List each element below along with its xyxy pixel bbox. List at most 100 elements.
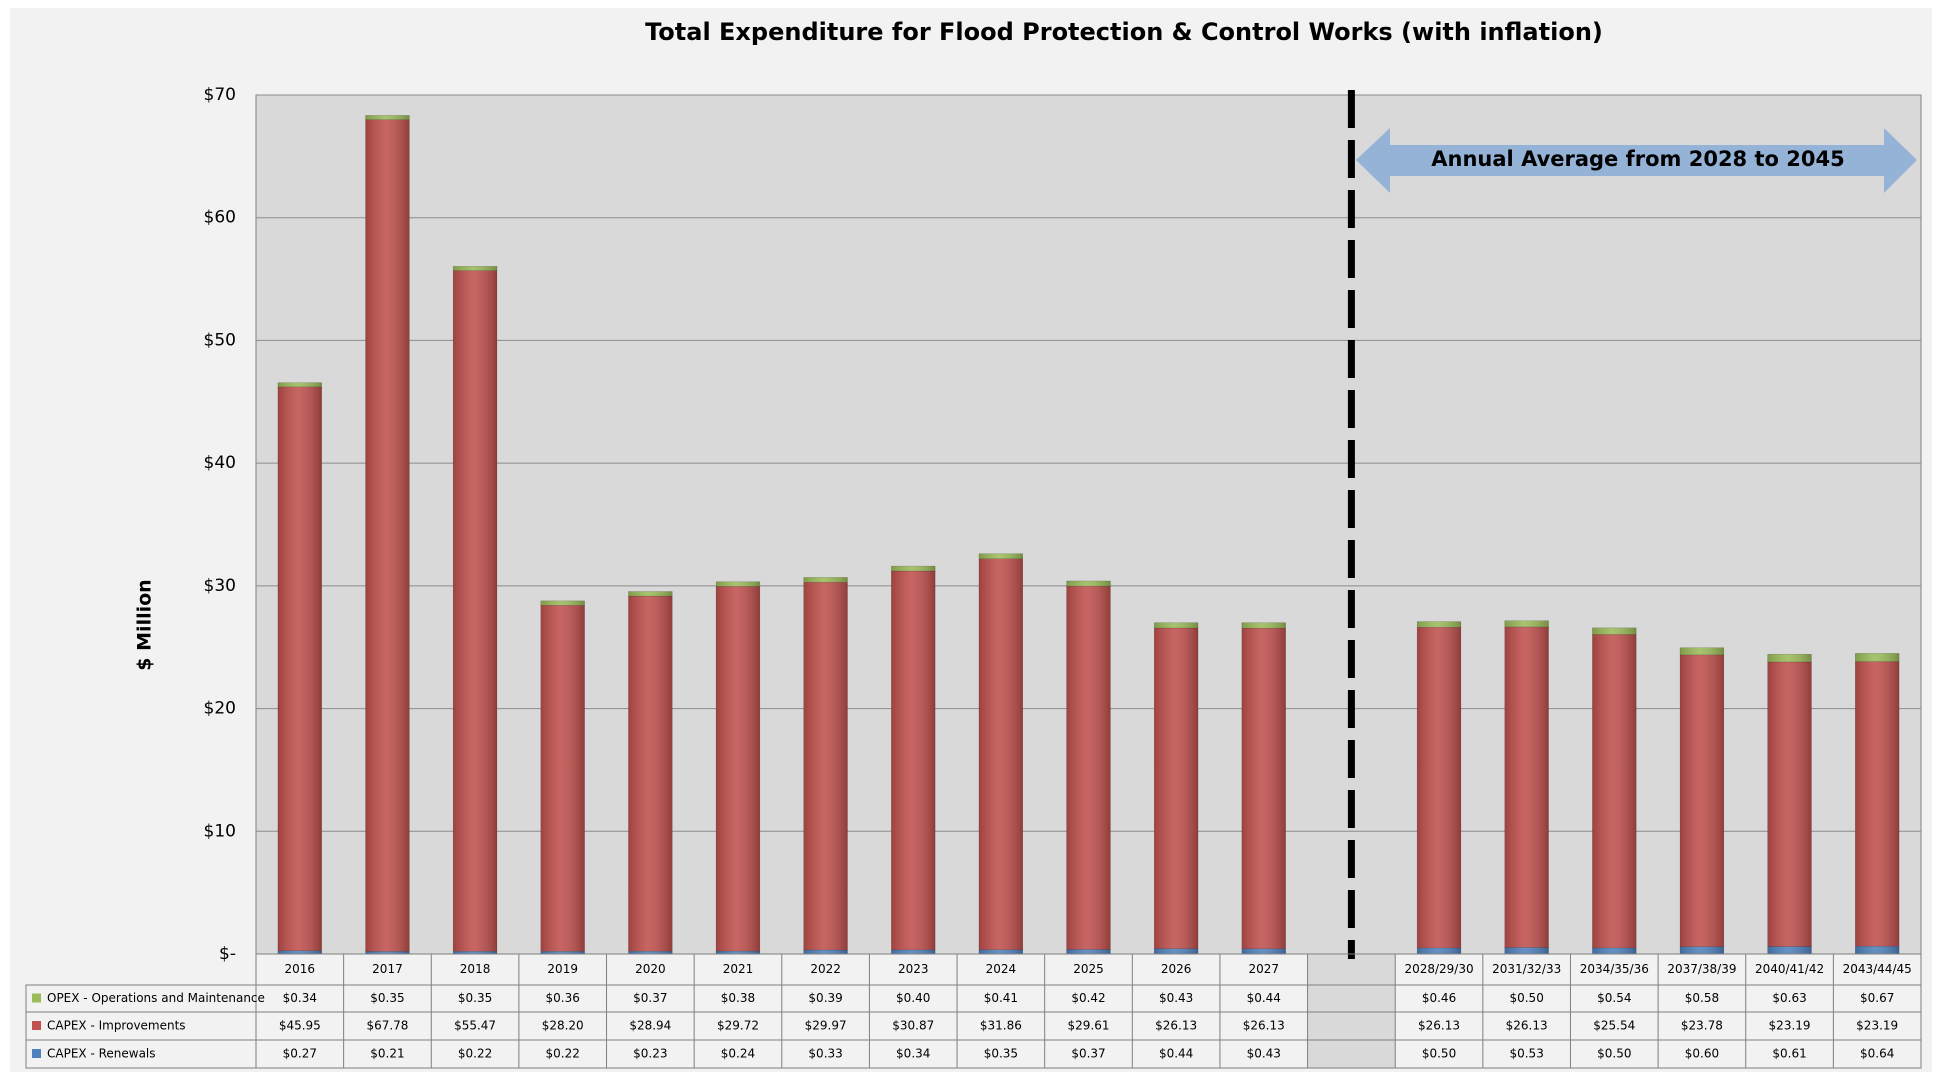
table-value: $0.44 (1159, 1047, 1193, 1061)
table-value: $0.35 (370, 991, 404, 1005)
table-value: $0.43 (1159, 991, 1193, 1005)
bar-shade (1680, 946, 1724, 954)
x-tick-label: 2026 (1161, 962, 1192, 976)
bar-shade (628, 591, 673, 597)
x-tick-label: 2037/38/39 (1667, 962, 1736, 976)
x-tick-label: 2031/32/33 (1492, 962, 1561, 976)
bar-shade (277, 950, 322, 954)
x-tick-label: 2027 (1248, 962, 1279, 976)
table-value: $67.78 (366, 1019, 408, 1033)
bar-shade (1154, 627, 1199, 949)
bar-shade (1154, 622, 1199, 628)
y-axis-label: $ Million (134, 579, 156, 670)
x-tick-label: 2016 (285, 962, 316, 976)
bar-shade (1680, 654, 1724, 947)
bar-shade (1066, 586, 1111, 950)
x-tick-label: 2040/41/42 (1755, 962, 1824, 976)
table-value: $26.13 (1418, 1019, 1460, 1033)
x-tick-label: 2022 (810, 962, 841, 976)
y-tick-label: $70 (204, 85, 236, 105)
bar-shade (1241, 628, 1286, 949)
bar-shade (365, 119, 410, 952)
bar-shade (1417, 627, 1461, 948)
x-tick-label: 2025 (1073, 962, 1104, 976)
annotation-arrow (1356, 128, 1917, 193)
legend-swatch (32, 1049, 41, 1058)
table-value: $29.61 (1068, 1019, 1110, 1033)
table-value: $0.42 (1071, 991, 1105, 1005)
x-tick-label: 2024 (986, 962, 1017, 976)
bar-shade (978, 949, 1023, 954)
table-value: $0.34 (283, 991, 317, 1005)
bar-shade (540, 605, 585, 952)
chart-title: Total Expenditure for Flood Protection &… (645, 18, 1603, 46)
table-value: $0.27 (283, 1047, 317, 1061)
table-value: $0.34 (896, 1047, 930, 1061)
table-value: $0.50 (1509, 991, 1543, 1005)
table-value: $0.44 (1247, 991, 1281, 1005)
table-value: $29.97 (805, 1019, 847, 1033)
table-value: $31.86 (980, 1019, 1022, 1033)
y-tick-label: $10 (204, 821, 236, 841)
y-tick-label: $40 (204, 453, 236, 473)
bar-shade (277, 386, 322, 951)
table-value: $0.53 (1509, 1047, 1543, 1061)
table-value: $0.60 (1685, 1047, 1719, 1061)
bar-shade (978, 553, 1023, 559)
table-value: $0.50 (1422, 1047, 1456, 1061)
x-tick-label: 2019 (547, 962, 578, 976)
table-value: $0.35 (984, 1047, 1018, 1061)
table-value: $0.40 (896, 991, 930, 1005)
table-value: $29.72 (717, 1019, 759, 1033)
bar-shade (1417, 947, 1461, 954)
x-tick-label: 2018 (460, 962, 491, 976)
bar-shade (1504, 620, 1549, 627)
table-value: $0.61 (1772, 1047, 1806, 1061)
table-value: $0.23 (633, 1047, 667, 1061)
table-value: $23.19 (1856, 1019, 1898, 1033)
table-value: $0.24 (721, 1047, 755, 1061)
bar-shade (891, 571, 936, 950)
bar-shade (1066, 580, 1111, 587)
table-value: $0.46 (1422, 991, 1456, 1005)
table-value: $23.78 (1681, 1019, 1723, 1033)
x-tick-label: 2020 (635, 962, 666, 976)
bar-shade (1066, 949, 1111, 954)
x-tick-label: 2028/29/30 (1404, 962, 1473, 976)
table-value: $0.37 (633, 991, 667, 1005)
bar-shade (1241, 948, 1286, 954)
y-tick-label: $30 (204, 576, 236, 596)
bar-shade (978, 558, 1023, 950)
bar-shade (1154, 948, 1199, 954)
bar-shade (453, 266, 497, 271)
legend-label: CAPEX - Improvements (47, 1019, 186, 1033)
table-value: $0.64 (1860, 1047, 1894, 1061)
y-tick-label: $20 (204, 699, 236, 719)
bar-shade (1504, 947, 1549, 954)
x-tick-label: 2034/35/36 (1580, 962, 1649, 976)
table-value: $28.94 (629, 1019, 671, 1033)
bar-shade (1767, 946, 1812, 954)
table-value: $0.36 (546, 991, 580, 1005)
bar-shade (891, 566, 936, 572)
table-value: $0.50 (1597, 1047, 1631, 1061)
bar-shade (540, 600, 585, 606)
y-tick-label: $60 (204, 208, 236, 228)
table-value: $0.37 (1071, 1047, 1105, 1061)
x-tick-label: 2021 (723, 962, 754, 976)
bar-shade (1592, 947, 1637, 954)
table-value: $0.67 (1860, 991, 1894, 1005)
bar-shade (716, 581, 760, 587)
table-value: $0.63 (1772, 991, 1806, 1005)
x-tick-label: 2043/44/45 (1843, 962, 1912, 976)
bar-shade (1680, 647, 1724, 655)
bar-shade (1592, 627, 1637, 635)
bar-shade (716, 951, 760, 954)
table-value: $0.21 (370, 1047, 404, 1061)
table-value: $0.43 (1247, 1047, 1281, 1061)
y-tick-label: $50 (204, 330, 236, 350)
bar-shade (453, 270, 497, 952)
bar-shade (891, 949, 936, 954)
bar-shade (365, 951, 410, 954)
